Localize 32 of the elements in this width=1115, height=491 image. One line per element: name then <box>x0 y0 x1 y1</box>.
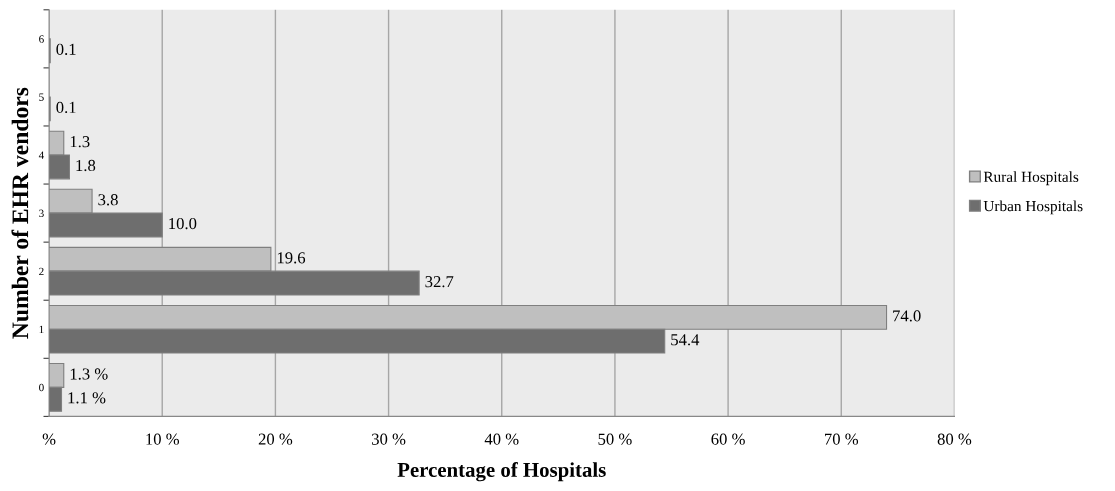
data-label: 0.1 <box>56 101 76 114</box>
data-label: 1.8 <box>76 159 96 172</box>
x-tick-label: 30 % <box>372 433 406 445</box>
x-tick-label: 40 % <box>484 433 519 445</box>
y-tick-label: 3 <box>39 209 44 218</box>
y-axis-title: Number of EHR vendors <box>11 87 29 339</box>
data-label: 74.0 <box>893 310 921 322</box>
x-tick-label: 60 % <box>711 433 745 445</box>
y-tick-label: 2 <box>39 267 44 276</box>
y-tick-label: 5 <box>39 93 44 101</box>
data-label: 10.0 <box>169 217 197 230</box>
legend-label: Urban Hospitals <box>983 200 1083 215</box>
legend-label: Rural Hospitals <box>983 171 1079 186</box>
x-tick-label: 80 % <box>937 433 972 445</box>
x-tick-label: 70 % <box>825 433 859 445</box>
x-axis-title: Percentage of Hospitals <box>397 462 606 482</box>
x-tick-label: % <box>42 433 56 445</box>
y-tick-label: 0 <box>39 383 44 392</box>
data-label: 54.4 <box>671 334 700 346</box>
data-label: 1.3 % <box>70 368 108 380</box>
y-tick-label: 1 <box>39 325 44 334</box>
data-label: 3.8 <box>98 194 118 206</box>
data-label: 19.6 <box>277 252 306 264</box>
y-tick-label: 4 <box>38 151 45 159</box>
y-tick-label: 6 <box>39 35 44 43</box>
data-label: 0.1 <box>56 43 76 56</box>
data-label: 32.7 <box>425 276 454 288</box>
x-tick-label: 20 % <box>258 433 293 445</box>
x-tick-label: 50 % <box>598 433 632 445</box>
data-label: 1.3 <box>70 136 90 148</box>
x-tick-label: 10 % <box>146 433 180 445</box>
data-label: 1.1 % <box>68 392 106 404</box>
